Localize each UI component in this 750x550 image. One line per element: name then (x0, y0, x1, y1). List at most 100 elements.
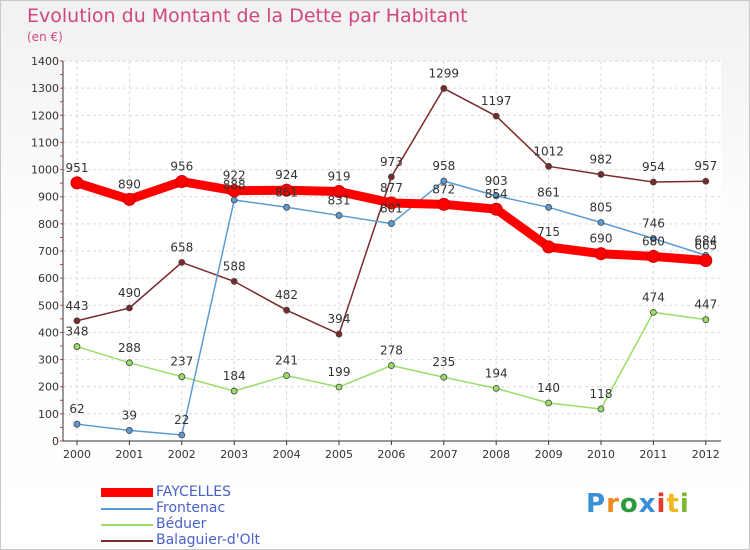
legend-swatch (101, 508, 153, 510)
logo-letter: t (666, 489, 680, 519)
data-label: 919 (328, 170, 351, 184)
data-point (384, 196, 398, 210)
legend-label: Frontenac (156, 500, 226, 516)
data-label: 888 (223, 178, 246, 192)
data-point (73, 420, 81, 428)
x-tick-label: 2010 (587, 448, 615, 461)
x-tick-label: 2006 (377, 448, 405, 461)
y-tick-label: 800 (38, 218, 59, 231)
data-point (230, 196, 238, 204)
data-label: 1197 (481, 94, 512, 108)
y-tick-label: 1000 (31, 164, 59, 177)
data-label: 951 (66, 161, 89, 175)
data-point (230, 277, 238, 285)
x-tick-label: 2002 (168, 448, 196, 461)
data-point (440, 85, 448, 92)
data-label: 982 (590, 152, 613, 166)
chart-title: Evolution du Montant de la Dette par Hab… (27, 5, 468, 27)
x-tick-label: 2003 (220, 448, 248, 461)
x-tick-label: 2011 (639, 448, 667, 461)
data-point (178, 373, 186, 381)
data-label: 922 (223, 169, 246, 183)
y-tick-label: 1200 (31, 109, 59, 122)
logo-letter: i (656, 489, 667, 519)
data-point (594, 247, 608, 261)
data-point (597, 219, 605, 226)
data-label: 854 (485, 187, 508, 201)
data-label: 348 (66, 325, 89, 339)
data-label: 861 (275, 185, 298, 199)
data-point (73, 343, 81, 350)
data-label: 588 (223, 259, 246, 273)
logo-letter: x (638, 489, 657, 519)
data-label: 288 (118, 341, 141, 355)
x-tick-label: 2012 (692, 448, 720, 461)
data-point (125, 427, 133, 434)
data-label: 715 (537, 225, 560, 239)
data-label: 805 (590, 201, 613, 215)
data-label: 443 (66, 299, 89, 313)
data-point (335, 330, 343, 338)
y-tick-label: 600 (38, 272, 59, 285)
data-point (283, 203, 291, 211)
y-tick-label: 700 (38, 245, 59, 258)
data-label: 447 (694, 298, 717, 312)
data-label: 684 (694, 233, 717, 247)
data-label: 746 (642, 217, 665, 231)
data-point (437, 197, 451, 211)
data-point (70, 176, 84, 190)
legend-label: Balaguier-d'Olt (156, 532, 260, 548)
data-point (440, 177, 448, 185)
legend-swatch (101, 524, 153, 526)
data-point (335, 212, 343, 219)
data-label: 831 (328, 193, 351, 207)
logo-letter: P (586, 489, 607, 519)
data-point (492, 112, 500, 120)
data-label: 394 (328, 312, 351, 326)
data-point (597, 171, 605, 178)
data-label: 958 (432, 159, 455, 173)
data-point (650, 235, 657, 242)
data-point (489, 202, 503, 216)
y-tick-label: 1100 (31, 136, 59, 149)
legend-swatch (101, 488, 153, 497)
data-label: 680 (642, 234, 665, 248)
data-label: 62 (69, 402, 84, 416)
data-label: 241 (275, 354, 298, 368)
data-point (702, 177, 710, 185)
data-point (699, 254, 713, 267)
data-label: 861 (537, 185, 560, 199)
data-point (73, 317, 81, 325)
data-label: 490 (118, 286, 141, 300)
data-point (492, 384, 500, 392)
data-point (646, 249, 660, 263)
data-point (650, 308, 657, 316)
x-tick-label: 2008 (482, 448, 510, 461)
data-label: 1299 (429, 66, 460, 80)
data-label: 877 (380, 181, 403, 195)
x-tick-label: 2009 (535, 448, 563, 461)
legend-label: FAYCELLES (156, 484, 231, 500)
data-point (387, 362, 395, 369)
data-label: 184 (223, 369, 246, 383)
data-label: 278 (380, 344, 403, 358)
proxiti-logo: Proxiti (586, 489, 690, 519)
data-label: 801 (380, 202, 403, 216)
data-point (387, 173, 395, 181)
data-label: 237 (170, 355, 193, 369)
data-label: 954 (642, 160, 665, 174)
data-point (175, 175, 189, 189)
x-tick-label: 2001 (115, 448, 143, 461)
data-point (283, 306, 291, 314)
data-label: 118 (590, 387, 613, 401)
data-point (332, 185, 346, 199)
data-point (597, 405, 605, 413)
data-point (650, 178, 657, 186)
y-tick-label: 100 (38, 408, 59, 421)
data-label: 1012 (533, 144, 564, 158)
x-tick-label: 2005 (325, 448, 353, 461)
y-tick-label: 500 (38, 299, 59, 312)
data-point (492, 192, 500, 200)
data-label: 903 (485, 174, 508, 188)
